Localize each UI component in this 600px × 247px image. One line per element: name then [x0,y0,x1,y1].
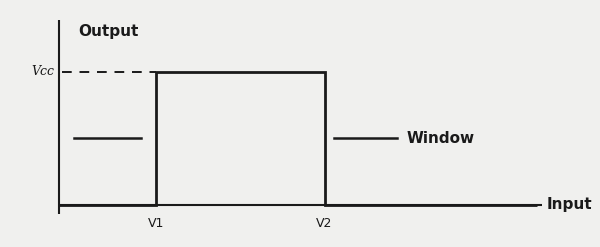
Text: Input: Input [547,197,592,212]
Text: V1: V1 [148,217,164,230]
Text: Output: Output [79,24,139,39]
Text: V2: V2 [316,217,332,230]
Text: Window: Window [406,131,475,146]
Text: Vcc: Vcc [31,65,55,78]
